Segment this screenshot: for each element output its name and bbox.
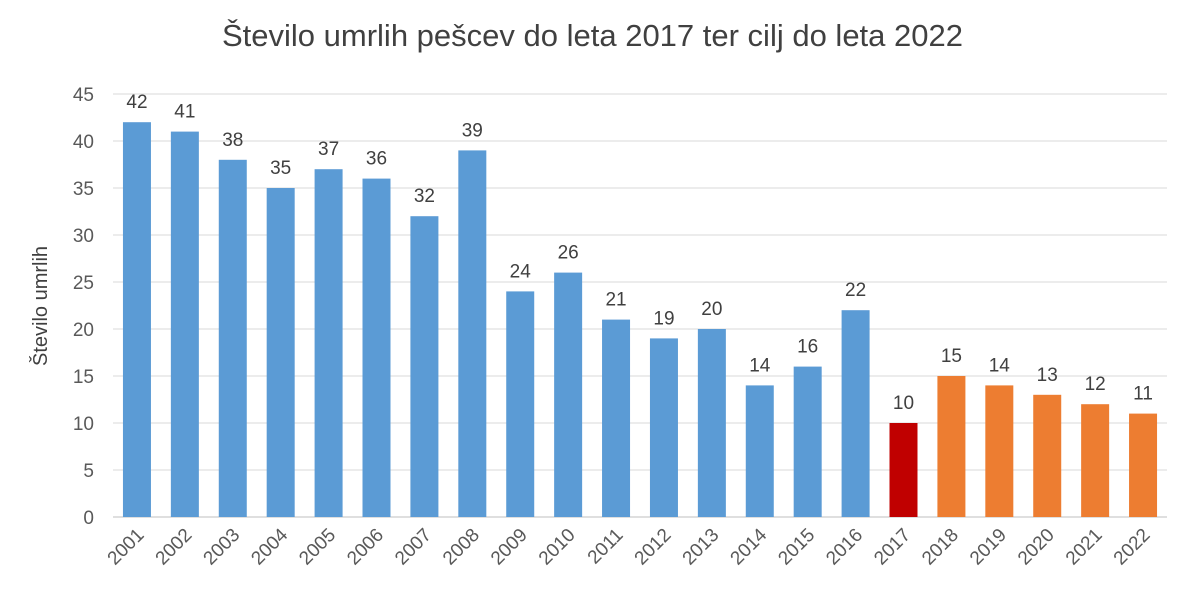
x-tick-label: 2001 <box>104 525 149 570</box>
y-tick-label: 40 <box>73 132 94 153</box>
x-tick-label: 2007 <box>391 525 436 570</box>
y-axis-ticks: 0 5 10 15 20 25 30 35 40 45 <box>73 85 94 529</box>
bar <box>793 366 822 517</box>
y-tick-label: 30 <box>73 226 94 247</box>
bar <box>745 385 774 517</box>
data-label: 37 <box>318 139 339 160</box>
x-tick-label: 2015 <box>774 525 819 570</box>
bar <box>554 272 583 517</box>
x-tick-label: 2017 <box>870 525 915 570</box>
data-label: 12 <box>1085 374 1106 395</box>
data-label: 38 <box>222 130 243 151</box>
bar <box>1129 413 1158 517</box>
x-tick-label: 2014 <box>727 524 772 569</box>
x-tick-label: 2019 <box>966 525 1011 570</box>
data-label: 11 <box>1133 384 1153 405</box>
bar <box>985 385 1014 517</box>
data-label: 36 <box>366 149 387 170</box>
y-tick-label: 10 <box>73 414 94 435</box>
bar <box>266 188 295 517</box>
y-tick-label: 20 <box>73 320 94 341</box>
data-label: 41 <box>174 102 195 123</box>
bar <box>506 291 535 517</box>
x-tick-label: 2021 <box>1062 525 1107 570</box>
data-label: 20 <box>701 299 722 320</box>
data-label: 14 <box>749 355 771 376</box>
x-tick-label: 2011 <box>584 525 628 569</box>
x-tick-label: 2012 <box>631 525 676 570</box>
x-tick-label: 2002 <box>152 525 197 570</box>
bar <box>1081 404 1110 517</box>
bar <box>410 216 439 517</box>
x-tick-label: 2009 <box>487 525 532 570</box>
y-axis-title: Število umrlih <box>29 246 52 366</box>
bar <box>170 131 199 517</box>
data-label: 39 <box>462 120 483 141</box>
x-tick-label: 2022 <box>1110 525 1155 570</box>
x-tick-label: 2003 <box>200 525 245 570</box>
x-tick-label: 2018 <box>918 525 963 570</box>
y-tick-label: 0 <box>83 508 94 529</box>
x-tick-label: 2004 <box>247 524 292 569</box>
x-tick-label: 2013 <box>679 525 724 570</box>
x-tick-label: 2005 <box>295 525 340 570</box>
data-label: 10 <box>893 393 914 414</box>
data-label: 35 <box>270 158 291 179</box>
bar <box>122 122 151 517</box>
bar <box>937 376 966 517</box>
bars <box>122 122 1158 518</box>
bar <box>1033 394 1062 517</box>
data-label: 19 <box>653 308 674 329</box>
bar <box>314 169 343 517</box>
chart-title: Število umrlih pešcev do leta 2017 ter c… <box>222 18 963 53</box>
y-tick-label: 35 <box>73 179 94 200</box>
data-label: 32 <box>414 186 435 207</box>
bar <box>362 178 391 517</box>
data-label: 16 <box>797 337 818 358</box>
bar <box>458 150 487 517</box>
data-label: 26 <box>558 243 579 264</box>
data-label: 15 <box>941 346 962 367</box>
y-tick-label: 15 <box>73 367 94 388</box>
bar <box>218 159 247 518</box>
y-tick-label: 45 <box>73 85 94 106</box>
bar <box>841 310 870 517</box>
bar <box>697 329 726 517</box>
data-label: 22 <box>845 280 866 301</box>
data-labels: 42 41 38 35 37 36 32 39 24 26 21 19 20 14 16 22 10 15 14 13… <box>126 92 1153 414</box>
data-label: 21 <box>605 290 626 311</box>
x-tick-label: 2006 <box>343 525 388 570</box>
x-tick-label: 2020 <box>1014 525 1059 570</box>
data-label: 42 <box>126 92 147 113</box>
x-tick-label: 2008 <box>439 525 484 570</box>
y-tick-label: 25 <box>73 273 94 294</box>
bar <box>649 338 678 517</box>
x-tick-label: 2010 <box>535 525 580 570</box>
x-axis-ticks: 2001 2002 2003 2004 2005 2006 2007 2008 2009 2010… <box>104 524 1155 569</box>
data-label: 13 <box>1037 365 1058 386</box>
bar <box>602 319 631 517</box>
x-tick-label: 2016 <box>822 525 867 570</box>
data-label: 14 <box>989 355 1011 376</box>
data-label: 24 <box>510 261 532 282</box>
bar <box>889 423 918 517</box>
y-tick-label: 5 <box>83 461 94 482</box>
